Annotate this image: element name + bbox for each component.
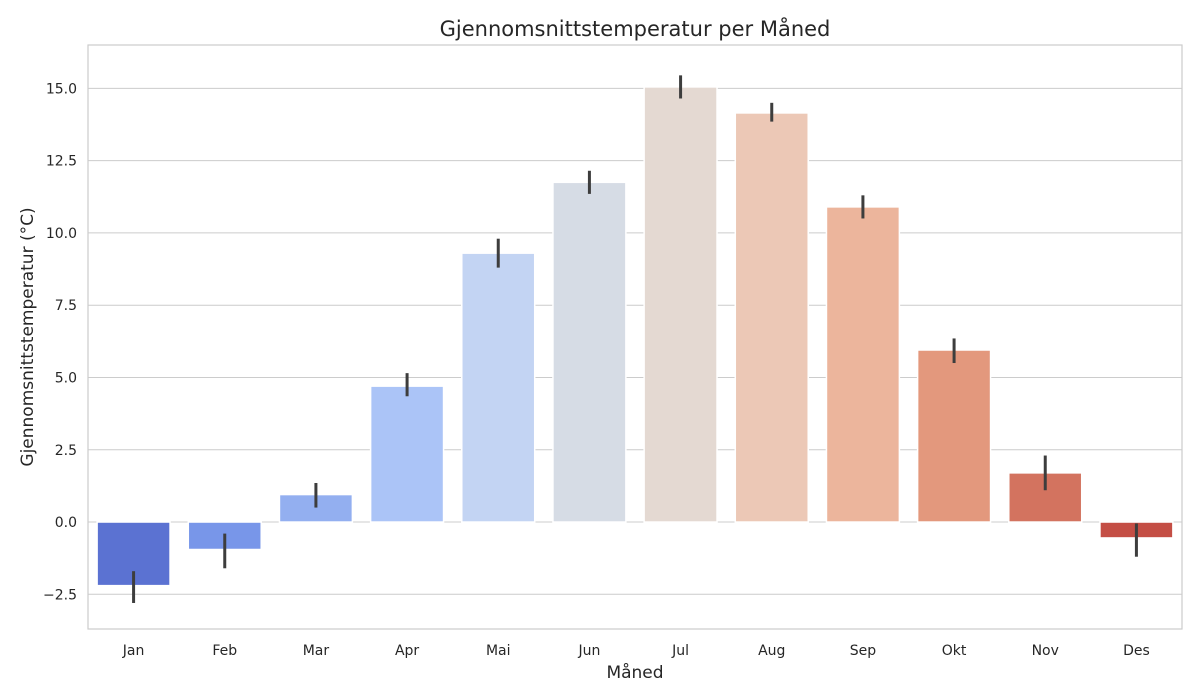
y-tick-label: 10.0 <box>46 226 77 242</box>
y-tick-labels: −2.5 0.0 2.5 5.0 7.5 10.0 12.5 15.0 <box>43 81 77 603</box>
y-tick-label: 5.0 <box>55 370 77 386</box>
x-tick-label: Okt <box>942 643 967 659</box>
bar-aug <box>734 112 809 523</box>
bar-mai <box>461 252 536 523</box>
bar-jun <box>552 181 627 523</box>
x-tick-label: Des <box>1123 643 1150 659</box>
error-bars <box>132 75 1138 603</box>
chart-title: Gjennomsnittstemperatur per Måned <box>440 16 831 41</box>
x-tick-label: Feb <box>212 643 237 659</box>
bars <box>96 86 1174 587</box>
bar-apr <box>369 385 445 523</box>
bar-okt <box>916 349 992 523</box>
x-tick-label: Nov <box>1032 643 1059 659</box>
bar-sep <box>825 206 901 523</box>
x-tick-label: Jun <box>577 643 600 659</box>
x-tick-label: Aug <box>758 643 785 659</box>
plot-frame <box>87 44 1183 630</box>
x-tick-label: Sep <box>850 643 877 659</box>
x-tick-label: Apr <box>395 643 419 659</box>
y-tick-label: −2.5 <box>43 587 77 603</box>
x-axis-label: Måned <box>606 662 663 683</box>
x-tick-label: Jul <box>671 643 689 659</box>
y-tick-label: 2.5 <box>55 443 77 459</box>
y-tick-label: 0.0 <box>55 515 77 531</box>
bar-jul <box>643 86 718 523</box>
x-tick-label: Mai <box>486 643 511 659</box>
x-tick-label: Jan <box>122 643 145 659</box>
grid-lines <box>88 87 1182 595</box>
y-axis-label: Gjennomsnittstemperatur (°C) <box>18 207 38 466</box>
x-tick-labels: Jan Feb Mar Apr Mai Jun Jul Aug Sep Okt Nov Des <box>122 643 1150 659</box>
y-tick-label: 12.5 <box>46 154 77 170</box>
x-tick-label: Mar <box>303 643 330 659</box>
y-tick-label: 15.0 <box>46 81 77 97</box>
y-tick-label: 7.5 <box>55 298 77 314</box>
